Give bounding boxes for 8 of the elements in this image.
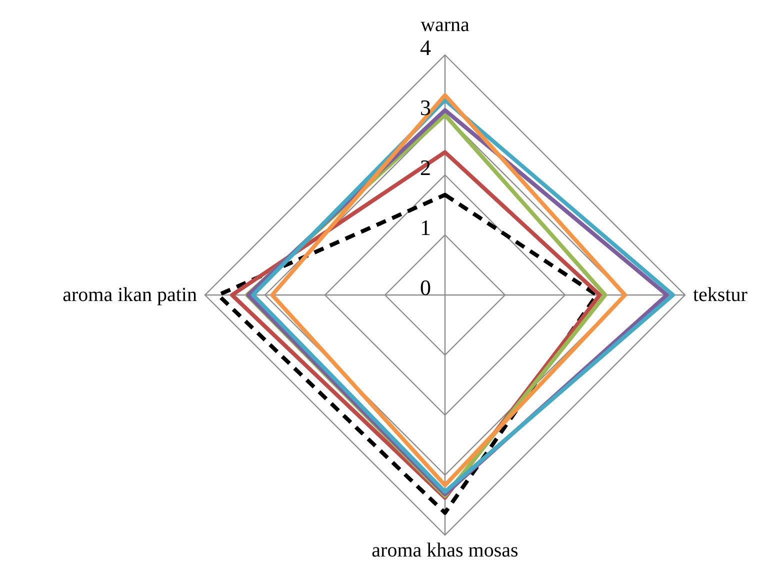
spoke-label: aroma khas mosas <box>372 540 519 562</box>
y-tick-label: 3 <box>420 95 431 120</box>
y-tick-label: 0 <box>420 275 431 300</box>
spoke-label: warna <box>420 14 470 36</box>
spoke-label: aroma ikan patin <box>62 284 197 306</box>
y-tick-label: 1 <box>420 215 431 240</box>
spoke-label: tekstur <box>693 284 748 306</box>
y-tick-label: 4 <box>420 35 431 60</box>
